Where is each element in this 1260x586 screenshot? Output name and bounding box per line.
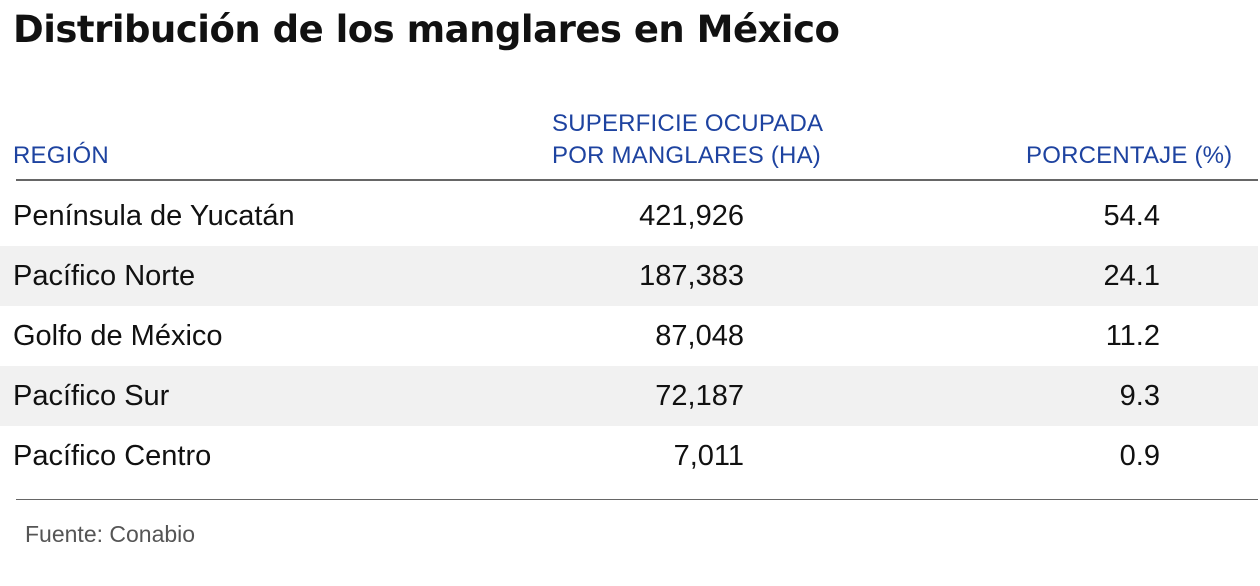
table-row: Pacífico Sur 72,187 9.3 bbox=[0, 366, 1258, 426]
cell-surface: 87,048 bbox=[655, 320, 744, 352]
cell-percent: 11.2 bbox=[1105, 320, 1160, 352]
cell-surface: 187,383 bbox=[639, 260, 744, 292]
cell-surface: 72,187 bbox=[655, 380, 744, 412]
table-row: Pacífico Norte 187,383 24.1 bbox=[0, 246, 1258, 306]
cell-region: Península de Yucatán bbox=[13, 200, 295, 232]
column-header-percent: PORCENTAJE (%) bbox=[1026, 142, 1233, 169]
cell-region: Pacífico Norte bbox=[13, 260, 196, 292]
cell-percent: 0.9 bbox=[1119, 440, 1160, 472]
cell-percent: 9.3 bbox=[1119, 380, 1160, 412]
table-row: Península de Yucatán 421,926 54.4 bbox=[0, 186, 1258, 246]
cell-surface: 7,011 bbox=[673, 440, 744, 472]
cell-percent: 54.4 bbox=[1103, 200, 1160, 232]
table-row: Pacífico Centro 7,011 0.9 bbox=[0, 426, 1258, 486]
cell-surface: 421,926 bbox=[639, 200, 744, 232]
column-header-surface-line1: SUPERFICIE OCUPADA bbox=[552, 110, 824, 137]
cell-region: Pacífico Centro bbox=[13, 440, 212, 472]
source-note: Fuente: Conabio bbox=[25, 521, 196, 547]
footer-divider bbox=[16, 499, 1258, 500]
column-header-surface-line2: POR MANGLARES (HA) bbox=[552, 142, 821, 169]
header-divider bbox=[16, 179, 1258, 181]
cell-region: Pacífico Sur bbox=[13, 380, 170, 412]
cell-region: Golfo de México bbox=[13, 320, 223, 352]
table-row: Golfo de México 87,048 11.2 bbox=[0, 306, 1258, 366]
column-header-region: REGIÓN bbox=[13, 142, 109, 169]
page-title: Distribución de los manglares en México bbox=[13, 8, 840, 51]
table-body: Península de Yucatán 421,926 54.4 Pacífi… bbox=[0, 186, 1258, 486]
table-header: REGIÓN SUPERFICIE OCUPADA POR MANGLARES … bbox=[0, 100, 1260, 180]
column-header-surface: SUPERFICIE OCUPADA POR MANGLARES (HA) bbox=[552, 108, 823, 172]
cell-percent: 24.1 bbox=[1103, 260, 1160, 292]
